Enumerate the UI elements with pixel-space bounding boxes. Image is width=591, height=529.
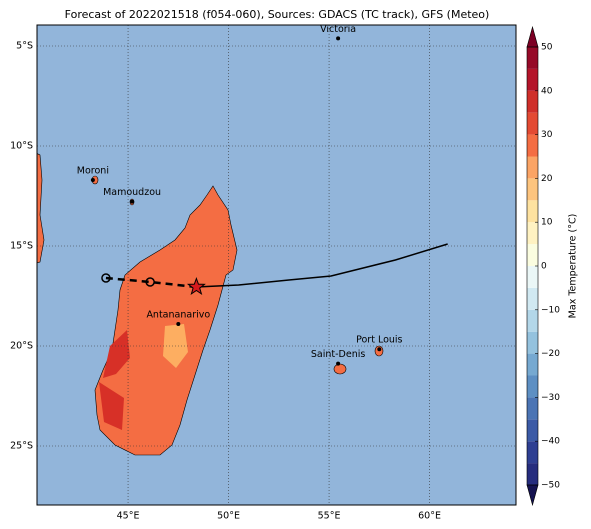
africa-coast [37, 153, 45, 264]
city-label: Antananarivo [146, 310, 210, 321]
city-dot [377, 347, 382, 352]
track [101, 243, 448, 296]
colorbar-bin [527, 441, 538, 464]
colorbar-bin [527, 134, 538, 157]
y-tick-label: 25°S [10, 441, 33, 452]
hot-patch [99, 382, 124, 430]
colorbar-bin [527, 200, 538, 223]
map-frame [36, 24, 517, 506]
forecast-position [145, 277, 155, 287]
colorbar: −50 −40 −30 −20 −10 0 10 20 30 40 50 [526, 25, 560, 507]
colorbar-tick-label: −10 [541, 305, 560, 315]
city-label: Saint-Denis [311, 349, 365, 360]
colorbar-tick-label: 20 [541, 174, 553, 184]
title: Forecast of 2022021518 (f054-060), Sourc… [65, 8, 490, 21]
cities: Victoria Moroni Mamoudzou Antananarivo Port … [77, 24, 403, 366]
forecast-track [105, 276, 197, 289]
colorbar-bin [527, 287, 538, 310]
y-tick-label: 15°S [10, 241, 33, 252]
colorbar-tick-label: 50 [541, 43, 553, 53]
city-dot [336, 36, 341, 41]
madagascar [94, 185, 238, 456]
colorbar-bin [527, 419, 538, 442]
colorbar-bin [527, 178, 538, 201]
axes: 45°E 50°E 55°E 60°E 5°S 10°S 15°S 20°S 25°S [10, 41, 441, 522]
colorbar-tick-label: 0 [541, 262, 547, 272]
graticule [37, 25, 516, 505]
forecast-position [101, 273, 111, 283]
colorbar-extend-under [526, 484, 539, 507]
colorbar-tick-label: 30 [541, 130, 553, 140]
colorbar-bin [527, 68, 538, 91]
city-dot [336, 361, 341, 366]
y-tick-label: 10°S [10, 141, 33, 152]
hot-patch [103, 330, 130, 378]
colorbar-bin [527, 156, 538, 179]
colorbar-bin [527, 331, 538, 354]
city-dot [130, 199, 135, 204]
colorbar-bin [527, 90, 538, 113]
colorbar-tick-label: −30 [541, 393, 560, 403]
colorbar-bin [527, 353, 538, 376]
colorbar-tick-label: −50 [541, 481, 560, 491]
city-label: Moroni [77, 166, 109, 177]
colorbar-bin [527, 244, 538, 266]
x-tick-label: 60°E [418, 511, 441, 522]
colorbar-bin [527, 375, 538, 398]
colorbar-bin [527, 397, 538, 420]
y-tick-label: 5°S [16, 41, 33, 52]
city-label: Mamoudzou [103, 187, 161, 198]
x-tick-label: 55°E [318, 511, 341, 522]
colorbar-bin [527, 222, 538, 245]
colorbar-bin [527, 463, 538, 485]
y-tick-label: 20°S [10, 341, 33, 352]
reunion [333, 363, 347, 375]
colorbar-tick-label: −40 [541, 437, 560, 447]
colorbar-label: Max Temperature (°C) [568, 214, 579, 319]
city-label: Victoria [320, 24, 356, 35]
observed-track [196, 243, 448, 288]
colorbar-tick-label: −20 [541, 349, 560, 359]
colorbar-tick-label: 10 [541, 218, 553, 228]
city-label: Port Louis [356, 335, 402, 346]
colorbar-tick-label: 40 [541, 86, 553, 96]
colorbar-bin [527, 266, 538, 288]
current-position [186, 277, 206, 296]
colorbar-bin [527, 47, 538, 69]
city-dot [90, 178, 95, 182]
colorbar-bin [527, 112, 538, 135]
city-dot [176, 322, 181, 326]
colorbar-bin [527, 309, 538, 332]
x-tick-label: 45°E [117, 511, 140, 522]
colorbar-extend-over [526, 25, 539, 48]
x-tick-label: 50°E [217, 511, 240, 522]
